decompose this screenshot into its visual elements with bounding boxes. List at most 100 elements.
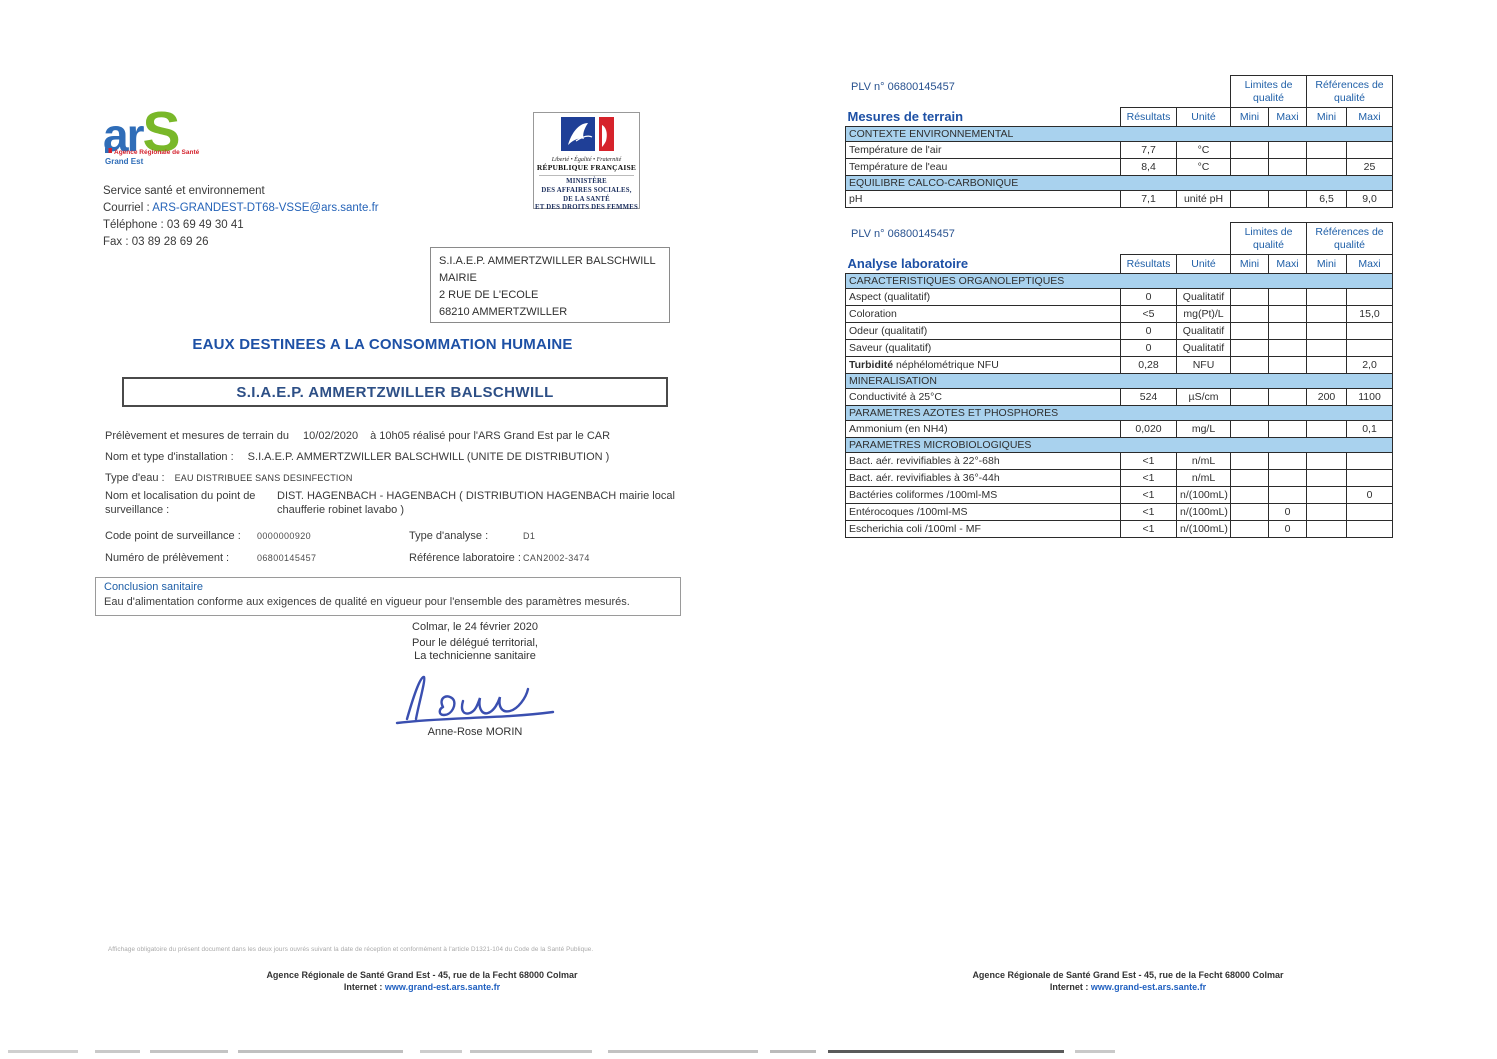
limit-min-cell [1230,288,1270,306]
group-header-row: Limites de qualité Références de qualité [846,75,1394,108]
limit-max-cell [1268,288,1308,306]
ref-min-cell [1306,356,1348,374]
result-cell: <1 [1120,469,1177,487]
parameter-name-cell: Bact. aér. revivifiables à 36°-44h [845,469,1121,487]
result-cell: <1 [1120,503,1177,521]
col-header-unit: Unité [1175,254,1232,274]
scan-artifact [238,1050,403,1053]
unit-cell: mg(Pt)/L [1175,305,1232,323]
republique-francaise-label: RÉPUBLIQUE FRANÇAISE [536,163,637,172]
parameter-name-cell: Aspect (qualitatif) [845,288,1121,306]
limit-max-cell [1268,190,1308,208]
ministry-motto: Liberté • Égalité • Fraternité [551,157,622,163]
section-label: CONTEXTE ENVIRONNEMENTAL [844,126,1394,142]
quality-limits-header: Limites de qualité [1230,75,1308,108]
section-row: CARACTERISTIQUES ORGANOLEPTIQUES [844,273,1394,289]
parameter-name-cell: Température de l'eau [845,158,1121,176]
section-label: CARACTERISTIQUES ORGANOLEPTIQUES [844,273,1394,289]
unit-cell: Qualitatif [1175,288,1232,306]
limit-min-cell [1230,190,1270,208]
agency-url: www.grand-est.ars.sante.fr [1090,982,1207,992]
limit-max-cell [1268,305,1308,323]
sample-number-value: 06800145457 [257,553,317,563]
section-row: CONTEXTE ENVIRONNEMENTAL [844,126,1394,142]
limit-max-cell [1268,388,1308,406]
section-label: EQUILIBRE CALCO-CARBONIQUE [844,175,1394,191]
col-header-results: Résultats [1120,107,1177,127]
quality-limits-header: Limites de qualité [1230,222,1308,255]
section-label: PARAMETRES MICROBIOLOGIQUES [844,437,1394,453]
scan-artifact [95,1050,140,1053]
installation-info-line: Nom et type d'installation : S.I.A.E.P. A… [105,451,610,463]
parameter-row: Odeur (qualitatif) 0 Qualitatif [845,322,1394,340]
ref-min-cell [1306,141,1348,159]
footer-left: Agence Régionale de Santé Grand Est - 45… [172,969,672,993]
col-header-maxi: Maxi [1346,107,1394,127]
scan-artifact [770,1050,816,1053]
ref-max-cell: 2,0 [1346,356,1394,374]
limit-min-cell [1230,420,1270,438]
footer-right: Agence Régionale de Santé Grand Est - 45… [878,969,1378,993]
parameter-name-cell: Bact. aér. revivifiables à 22°-68h [845,452,1121,470]
ministry-name-line: ET DES DROITS DES FEMMES [535,204,638,212]
result-cell: 7,1 [1120,190,1177,208]
code-point-value: 0000000920 [257,531,312,541]
limit-min-cell [1230,141,1270,159]
limit-min-cell [1230,158,1270,176]
parameter-name-cell: Saveur (qualitatif) [845,339,1121,357]
code-point-label: Code point de surveillance : [105,530,241,542]
parameter-name-cell: Conductivité à 25°C [845,388,1121,406]
parameter-row: Bact. aér. revivifiables à 36°-44h <1 n/mL [845,469,1394,487]
limit-min-cell [1230,388,1270,406]
agency-internet-line: Internet : www.grand-est.ars.sante.fr [343,982,501,992]
recipient-line: 68210 AMMERTZWILLER [439,306,568,318]
ref-max-cell [1346,469,1394,487]
result-cell: 8,4 [1120,158,1177,176]
column-header-row: Analyse laboratoire Résultats Unité Mini… [845,254,1394,274]
parameter-row: Ammonium (en NH4) 0,020 mg/L 0,1 [845,420,1394,438]
limit-max-cell: 0 [1268,520,1308,538]
agency-address: Agence Régionale de Santé Grand Est - 45… [266,970,578,980]
ref-max-cell [1346,503,1394,521]
parameter-name-cell: Coloration [845,305,1121,323]
limit-max-cell [1268,322,1308,340]
document-title: EAUX DESTINEES A LA CONSOMMATION HUMAINE [192,336,573,353]
agency-address: Agence Régionale de Santé Grand Est - 45… [972,970,1284,980]
measures-table-body: CONTEXTE ENVIRONNEMENTAL Température de l… [844,126,1394,208]
limit-min-cell [1230,356,1270,374]
parameter-row: Température de l'eau 8,4 °C 25 [845,158,1394,176]
column-header-row: Mesures de terrain Résultats Unité Mini … [845,107,1394,127]
section-label: PARAMETRES AZOTES ET PHOSPHORES [844,405,1394,421]
result-cell: <1 [1120,520,1177,538]
ref-max-cell [1346,288,1394,306]
parameter-row: Turbidité néphélométrique NFU 0,28 NFU 2,0 [845,356,1394,374]
parameter-row: pH 7,1 unité pH 6,5 9,0 [845,190,1394,208]
unit-cell: n/mL [1175,469,1232,487]
col-header-mini: Mini [1230,254,1270,274]
section-row: PARAMETRES MICROBIOLOGIQUES [844,437,1394,453]
parameter-name-cell: Température de l'air [845,141,1121,159]
parameter-name-cell: pH [845,190,1121,208]
ref-max-cell: 1100 [1346,388,1394,406]
ref-max-cell [1346,452,1394,470]
email-address: ARS-GRANDEST-DT68-VSSE@ars.sante.fr [152,202,379,214]
section-label: MINERALISATION [844,373,1394,389]
limit-max-cell [1268,486,1308,504]
result-cell: 0 [1120,288,1177,306]
limit-min-cell [1230,322,1270,340]
parameter-row: Escherichia coli /100ml - MF <1 n/(100mL) 0 [845,520,1394,538]
col-header-mini: Mini [1306,107,1348,127]
col-header-results: Résultats [1120,254,1177,274]
section-row: PARAMETRES AZOTES ET PHOSPHORES [844,405,1394,421]
unit-cell: Qualitatif [1175,322,1232,340]
section-row: MINERALISATION [844,373,1394,389]
service-label: Service santé et environnement [103,185,265,197]
recipient-address-box: S.I.A.E.P. AMMERTZWILLER BALSCHWILL MAIR… [430,247,670,323]
parameter-row: Entérocoques /100ml-MS <1 n/(100mL) 0 [845,503,1394,521]
unit-cell: mg/L [1175,420,1232,438]
ref-min-cell [1306,305,1348,323]
ref-min-cell: 6,5 [1306,190,1348,208]
parameter-row: Aspect (qualitatif) 0 Qualitatif [845,288,1394,306]
installation-title: S.I.A.E.P. AMMERTZWILLER BALSCHWILL [236,383,554,401]
